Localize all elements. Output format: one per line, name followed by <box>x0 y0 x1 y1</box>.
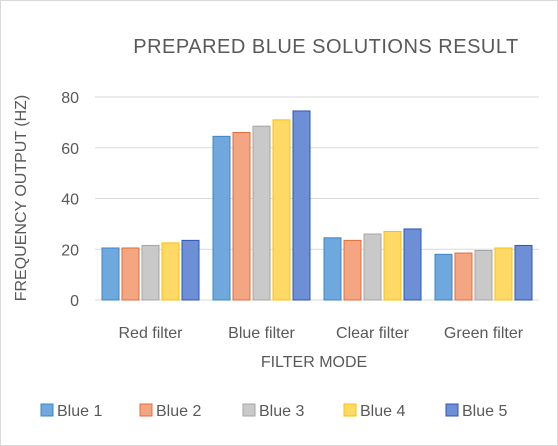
category-label: Blue filter <box>228 325 295 342</box>
category-label: Red filter <box>118 325 183 342</box>
bar-blue-3 <box>252 125 271 301</box>
legend-label: Blue 1 <box>57 403 102 420</box>
bar-blue-2 <box>121 247 140 301</box>
legend-item-blue-1: Blue 1 <box>40 403 102 420</box>
bars <box>101 110 533 301</box>
bar-blue-4 <box>272 119 291 301</box>
bar-blue-5 <box>514 244 533 301</box>
y-tick-label: 80 <box>61 90 79 107</box>
legend-swatch <box>343 403 357 417</box>
legend-label: Blue 2 <box>156 403 201 420</box>
y-tick-labels: 0 20 40 60 80 <box>61 90 79 310</box>
y-axis-title: FREQUENCY OUTPUT (HZ) <box>13 95 30 302</box>
bar-blue-3 <box>141 244 160 301</box>
legend-item-blue-4: Blue 4 <box>343 403 405 420</box>
bar-blue-3 <box>363 233 382 301</box>
bar-blue-4 <box>494 247 513 301</box>
y-tick-label: 0 <box>70 293 79 310</box>
legend-item-blue-3: Blue 3 <box>242 403 304 420</box>
legend-label: Blue 3 <box>259 403 304 420</box>
bar-blue-3 <box>474 250 493 301</box>
legend-item-blue-2: Blue 2 <box>139 403 201 420</box>
bar-blue-4 <box>161 242 180 301</box>
chart-title: PREPARED BLUE SOLUTIONS RESULT <box>133 36 518 58</box>
legend-swatch <box>40 403 54 417</box>
category-label: Green filter <box>444 325 524 342</box>
category-labels: Red filter Blue filter Clear filter Green f… <box>118 325 523 342</box>
legend-swatch <box>139 403 153 417</box>
x-axis-title: FILTER MODE <box>261 354 367 371</box>
y-tick-label: 40 <box>61 192 79 209</box>
legend-label: Blue 4 <box>360 403 405 420</box>
category-label: Clear filter <box>336 325 410 342</box>
legend-item-blue-5: Blue 5 <box>445 403 507 420</box>
legend-swatch <box>445 403 459 417</box>
legend-label: Blue 5 <box>462 403 507 420</box>
bar-blue-2 <box>343 239 362 301</box>
bar-blue-1 <box>434 253 453 301</box>
bar-blue-5 <box>181 239 200 301</box>
y-tick-label: 60 <box>61 141 79 158</box>
bar-blue-4 <box>383 230 402 301</box>
bar-blue-2 <box>454 252 473 301</box>
bar-blue-5 <box>292 110 311 301</box>
bar-blue-2 <box>232 132 251 301</box>
legend-swatch <box>242 403 256 417</box>
bar-blue-5 <box>403 228 422 301</box>
bar-blue-1 <box>212 135 231 301</box>
y-tick-label: 20 <box>61 242 79 259</box>
legend: Blue 1 Blue 2 Blue 3 Blue 4 Blue 5 <box>40 403 507 420</box>
bar-blue-1 <box>101 247 120 301</box>
bar-blue-1 <box>323 237 342 301</box>
